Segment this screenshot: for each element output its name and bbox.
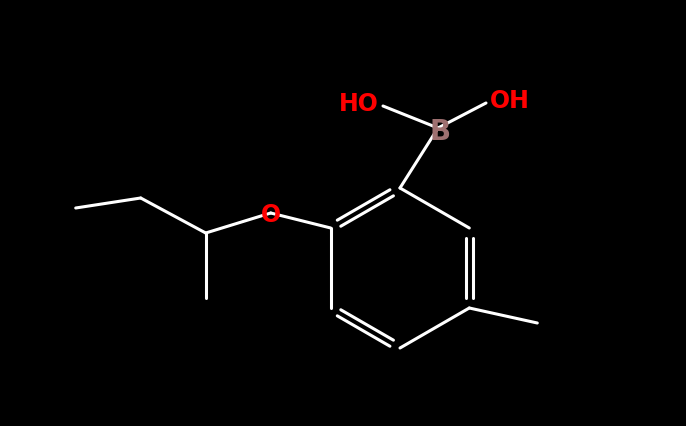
- Text: O: O: [261, 203, 281, 227]
- Text: B: B: [429, 118, 451, 146]
- Text: HO: HO: [339, 92, 379, 116]
- Text: OH: OH: [490, 89, 530, 113]
